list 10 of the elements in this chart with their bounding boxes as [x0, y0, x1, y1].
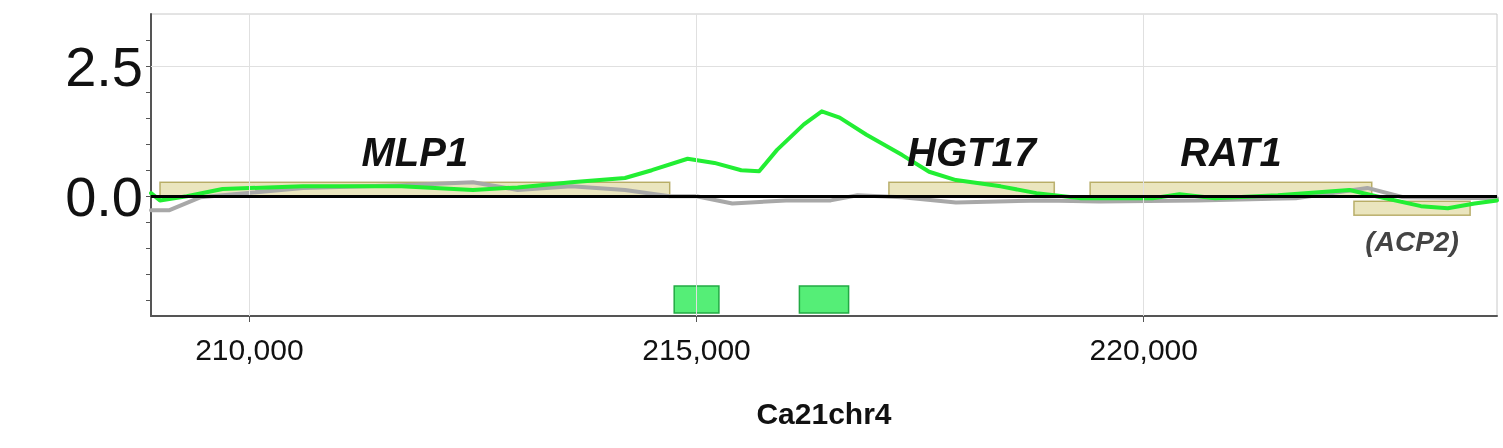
- x-axis-title: Ca21chr4: [756, 396, 892, 430]
- y-tick-label: 0.0: [65, 164, 143, 228]
- y-tick-label: 2.5: [65, 34, 143, 98]
- band-label: RAT1: [1180, 130, 1282, 175]
- band-label: (ACP2): [1365, 225, 1459, 257]
- x-tick-label: 220,000: [1089, 332, 1198, 366]
- band-label: HGT17: [907, 130, 1038, 175]
- band-label: MLP1: [361, 130, 469, 175]
- x-tick-label: 215,000: [642, 332, 751, 366]
- x-tick-label: 210,000: [195, 332, 304, 366]
